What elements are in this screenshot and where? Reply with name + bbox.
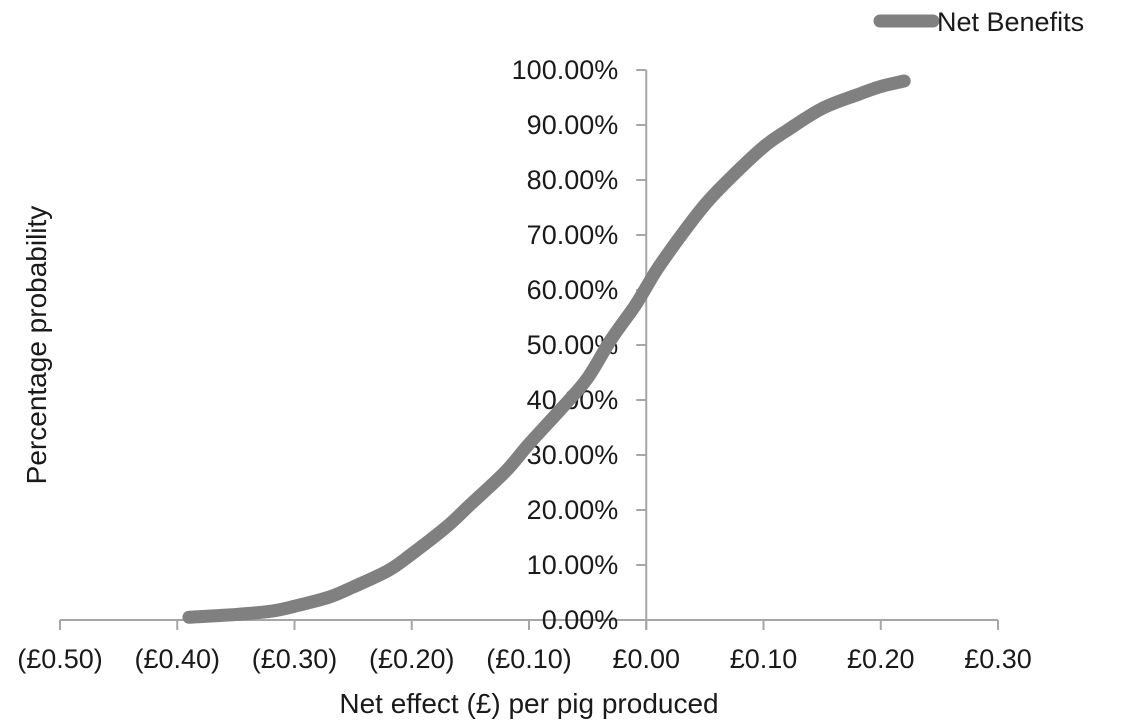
y-tick-label: 0.00% <box>542 605 619 635</box>
x-tick-label: £0.10 <box>730 644 798 674</box>
y-axis-title: Percentage probability <box>21 206 52 485</box>
y-tick-label: 20.00% <box>527 495 619 525</box>
y-tick-label: 100.00% <box>512 55 619 85</box>
y-tick-label: 30.00% <box>527 440 619 470</box>
x-tick-label: £0.30 <box>964 644 1032 674</box>
y-tick-label: 10.00% <box>527 550 619 580</box>
x-tick-label: (£0.20) <box>369 644 455 674</box>
y-tick-label: 70.00% <box>527 220 619 250</box>
y-tick-label: 60.00% <box>527 275 619 305</box>
y-axis-ticks: 0.00%10.00%20.00%30.00%40.00%50.00%60.00… <box>512 55 647 635</box>
x-tick-label: £0.20 <box>847 644 915 674</box>
x-tick-label: (£0.30) <box>252 644 338 674</box>
legend-label: Net Benefits <box>937 7 1084 37</box>
x-axis-title: Net effect (£) per pig produced <box>339 688 718 719</box>
y-tick-label: 80.00% <box>527 165 619 195</box>
series-line-net-benefits <box>182 74 911 624</box>
x-tick-label: (£0.10) <box>486 644 572 674</box>
x-axis-ticks: (£0.50) (£0.40) (£0.30) (£0.20) (£0.10) £0.00… <box>17 620 1032 674</box>
legend: Net Benefits <box>873 7 1084 37</box>
x-tick-label: (£0.50) <box>17 644 103 674</box>
x-tick-label: (£0.40) <box>134 644 220 674</box>
x-tick-label: £0.00 <box>612 644 680 674</box>
y-tick-label: 90.00% <box>527 110 619 140</box>
series-layer <box>182 74 911 624</box>
